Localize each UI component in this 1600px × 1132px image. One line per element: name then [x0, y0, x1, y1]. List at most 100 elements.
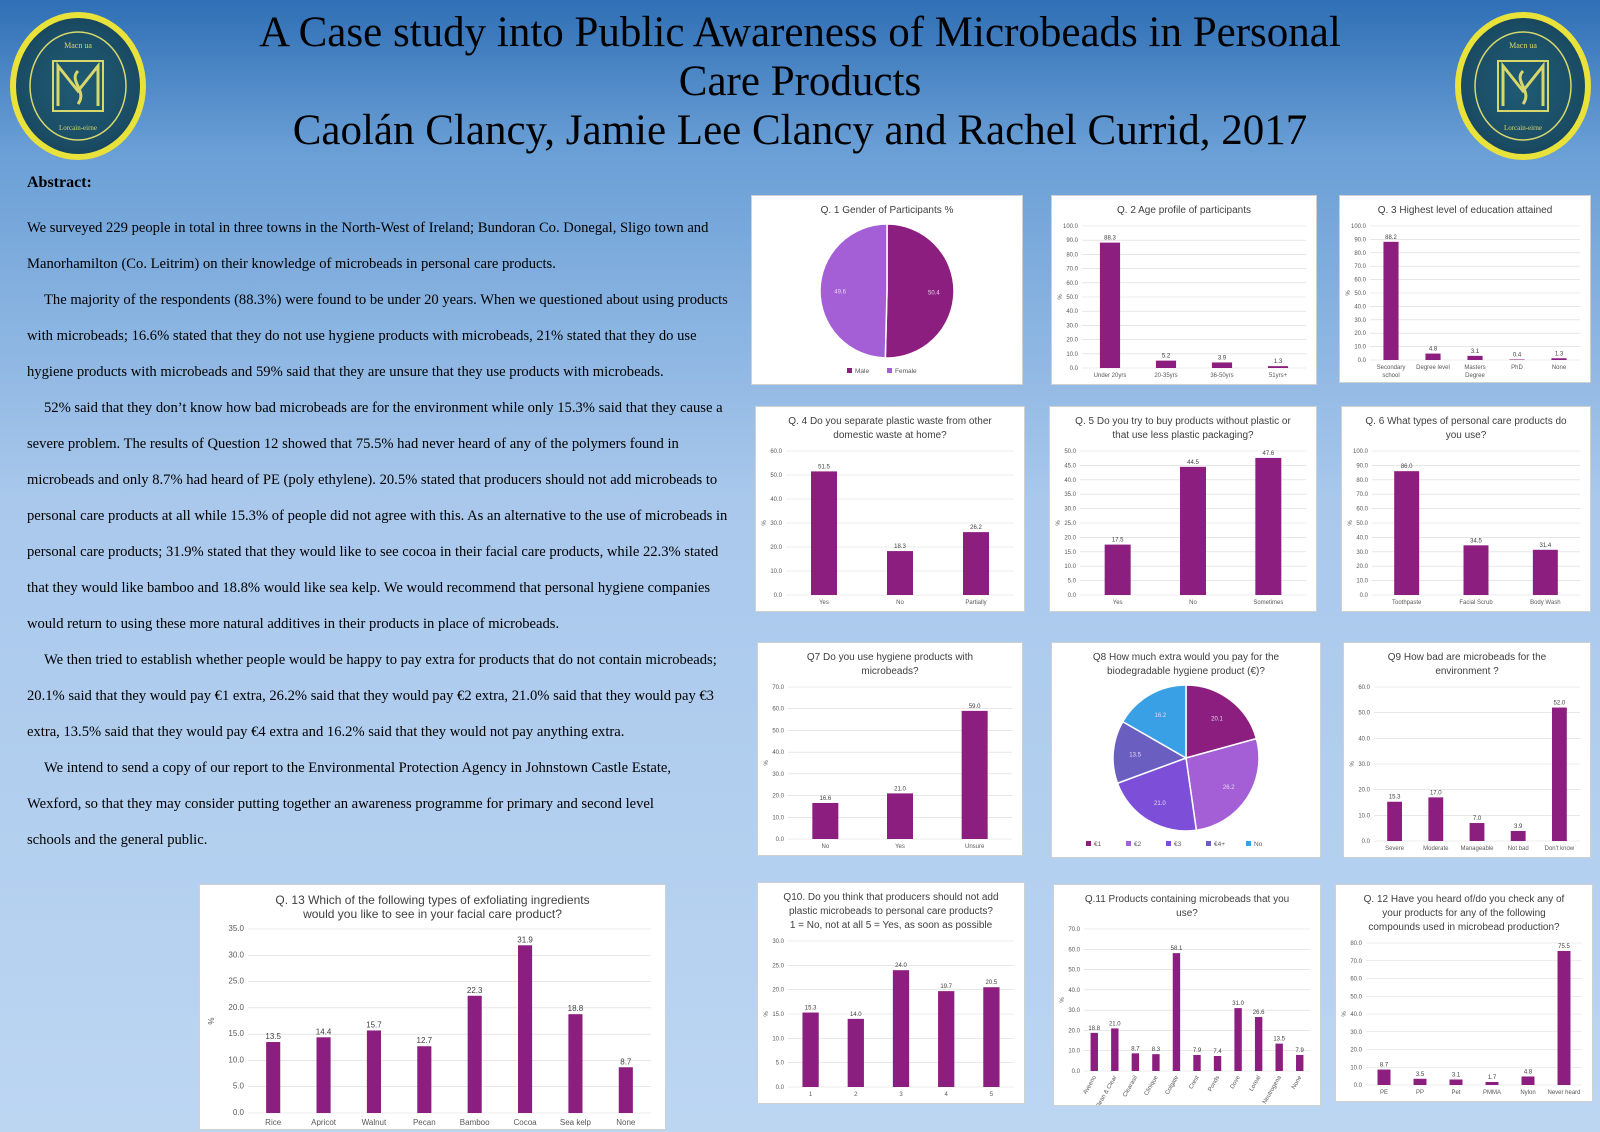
chart-title: Q. 1 Gender of Participants % [820, 205, 954, 216]
bar [1551, 707, 1567, 841]
y-tick-label: 20.0 [228, 1003, 244, 1012]
chart-plot: 0.0 10.0 20.0 30.0 40.0 50.0 60.0 70.0 80.0 90.0 1… [1346, 224, 1580, 379]
data-label: 16.2 [1155, 713, 1167, 719]
y-tick-label: 5.0 [233, 1082, 245, 1091]
data-label: 24.0 [895, 963, 907, 969]
data-label: 0.4 [1513, 352, 1522, 358]
y-axis-label: % [1060, 997, 1066, 1003]
bar [1180, 466, 1206, 595]
chart-subtitle: 1 = No, not at all 5 = Yes, as soon as p… [789, 920, 993, 931]
y-tick-label: 90.0 [1356, 463, 1368, 469]
bar [847, 1018, 864, 1087]
crest-emblem-icon: Macn ua Lorcain-eirne [29, 31, 127, 141]
y-tick-label: 20.0 [1350, 1048, 1362, 1054]
y-tick-label: 60.0 [1358, 685, 1370, 691]
legend-swatch [847, 368, 852, 373]
x-tick-label: No [1189, 600, 1197, 606]
chart-plot: 0.0 10.0 20.0 30.0 40.0 50.0 60.0 70.0% 18.8 Avee… [1060, 927, 1310, 1105]
chart-title: Q. 13 Which of the following types of ex… [275, 893, 590, 921]
y-axis-label: % [764, 1011, 770, 1017]
data-label: 59.0 [969, 704, 981, 710]
legend-swatch [1166, 841, 1171, 846]
y-tick-label: 90.0 [1066, 238, 1078, 244]
x-tick-label: PMMA [1483, 1090, 1501, 1096]
y-tick-label: 25.0 [772, 963, 784, 969]
pie-slice [1185, 737, 1260, 832]
y-tick-label: 0.0 [233, 1108, 245, 1117]
legend-swatch [1246, 841, 1251, 846]
y-tick-label: 60.0 [772, 707, 784, 713]
y-tick-label: 80.0 [1350, 941, 1362, 947]
y-tick-label: 50.0 [1354, 291, 1366, 297]
chart-plot: 0.0 5.0 10.0 15.0 20.0 25.0 30.0 35.0 40.0 45.0 50… [1056, 449, 1306, 606]
y-tick-label: 15.0 [228, 1029, 244, 1038]
pie-slice [1121, 684, 1187, 760]
data-label: 4.8 [1524, 1069, 1533, 1075]
legend-label: Male [855, 368, 869, 375]
y-tick-label: 10.0 [1354, 345, 1366, 351]
y-tick-label: 40.0 [1350, 1012, 1362, 1018]
data-label: 21.0 [894, 786, 906, 792]
data-label: 19.7 [940, 984, 952, 990]
data-label: 21.0 [1154, 801, 1166, 807]
bar [1467, 355, 1483, 360]
bar [1155, 360, 1177, 368]
y-tick-label: 70.0 [1068, 927, 1080, 933]
data-label: 8.7 [620, 1057, 632, 1066]
y-tick-label: 40.0 [1358, 736, 1370, 742]
data-label: 7.9 [1296, 1048, 1305, 1054]
abstract-body: We surveyed 229 people in total in three… [27, 210, 737, 858]
x-tick-label: Ponds [1208, 1075, 1222, 1093]
chart-q10: Q10. Do you think that producers should … [757, 882, 1025, 1104]
y-tick-label: 50.0 [1356, 521, 1368, 527]
y-tick-label: 0.0 [1070, 366, 1079, 372]
poster-title: A Case study into Public Awareness of Mi… [150, 8, 1450, 155]
data-label: 12.7 [417, 1036, 433, 1045]
x-tick-label: 4 [945, 1092, 949, 1098]
bar [1469, 823, 1485, 841]
y-tick-label: 0.0 [776, 1085, 785, 1091]
y-tick-label: 40.0 [772, 750, 784, 756]
y-tick-label: 40.0 [1068, 988, 1080, 994]
chart-plot: 50.4 49.6 Male Female [819, 223, 955, 375]
abstract-paragraph: The majority of the respondents (88.3%) … [27, 292, 728, 380]
data-label: 31.9 [517, 935, 533, 944]
y-tick-label: 5.0 [776, 1061, 785, 1067]
bar [983, 987, 1000, 1087]
data-label: 13.5 [1273, 1037, 1285, 1043]
svg-text:Lorcain-eirne: Lorcain-eirne [59, 124, 97, 132]
x-tick-label: Pet [1451, 1090, 1460, 1096]
y-tick-label: 70.0 [1356, 492, 1368, 498]
y-tick-label: 0.0 [1072, 1069, 1081, 1075]
y-tick-label: 100.0 [1353, 449, 1369, 455]
chart-title: Q. 3 Highest level of education attained [1377, 205, 1553, 216]
x-tick-label: Yes [895, 844, 905, 850]
data-label: 44.5 [1187, 460, 1199, 466]
x-tick-label: Walnut [362, 1118, 387, 1127]
x-tick-label: Clean & Clear [1095, 1075, 1119, 1105]
bar [1532, 549, 1558, 595]
legend-label: €2 [1134, 841, 1142, 848]
chart-title: Q. 4 Do you separate plastic waste from … [788, 416, 992, 441]
data-label: 20.1 [1211, 716, 1223, 722]
y-axis-label: % [1350, 761, 1356, 767]
bar [887, 551, 913, 595]
data-label: 13.5 [265, 1032, 281, 1041]
y-tick-label: 70.0 [1350, 959, 1362, 965]
data-label: 14.0 [850, 1012, 862, 1018]
y-tick-label: 0.0 [1354, 1083, 1363, 1089]
bar [1509, 359, 1525, 360]
chart-q11: Q.11 Products containing microbeads that… [1053, 884, 1321, 1106]
y-tick-label: 10.0 [770, 569, 782, 575]
x-tick-label: Facial Scrub [1459, 600, 1493, 606]
bar [1551, 358, 1567, 360]
y-axis-label: % [764, 760, 770, 766]
x-tick-label: 20-35yrs [1154, 373, 1177, 379]
y-axis-label: % [762, 520, 768, 526]
authors-line: Caolán Clancy, Jamie Lee Clancy and Rach… [292, 107, 1308, 154]
y-tick-label: 20.0 [1358, 788, 1370, 794]
data-label: 31.0 [1232, 1001, 1244, 1007]
data-label: 3.5 [1416, 1072, 1425, 1078]
x-tick-label: PE [1380, 1090, 1388, 1096]
x-tick-label: Crest [1188, 1075, 1201, 1091]
